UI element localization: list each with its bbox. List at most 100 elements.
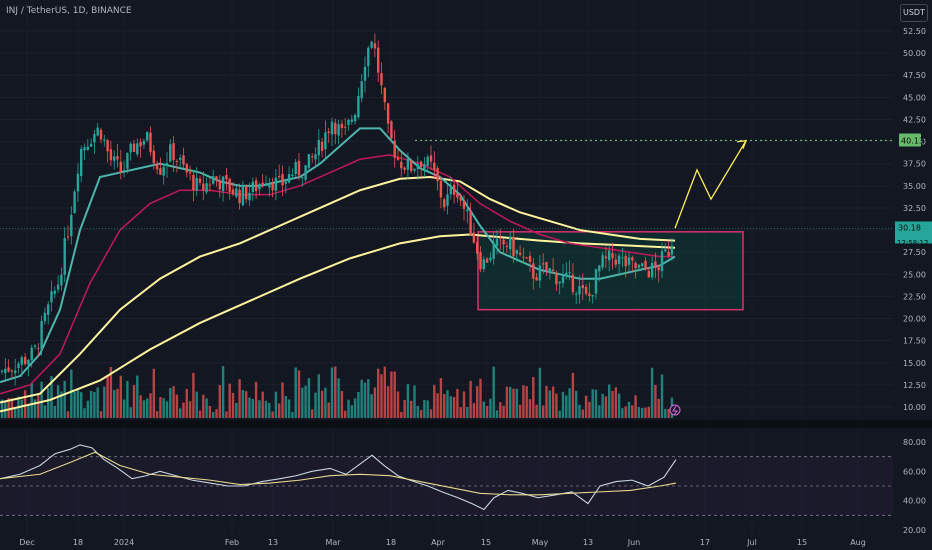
candle-body bbox=[96, 127, 99, 136]
candle-body bbox=[565, 272, 568, 277]
candle-body bbox=[337, 124, 340, 136]
volume-bar bbox=[30, 382, 33, 418]
volume-bar bbox=[459, 407, 462, 418]
volume-bar bbox=[650, 367, 654, 418]
candle-body bbox=[654, 261, 657, 269]
volume-bar bbox=[195, 391, 198, 418]
grid bbox=[0, 30, 932, 428]
volume-bar bbox=[66, 411, 70, 418]
candle-body bbox=[495, 238, 499, 246]
candle-body bbox=[660, 251, 664, 272]
candle-body bbox=[66, 236, 70, 238]
time-tick-label: Dec bbox=[19, 538, 34, 547]
volume-bar bbox=[419, 410, 423, 418]
candle-body bbox=[159, 168, 162, 175]
volume-bar bbox=[664, 408, 667, 418]
candle-body bbox=[443, 199, 446, 208]
price-tick-label: 32.50 bbox=[903, 204, 926, 213]
volume-bar bbox=[439, 378, 443, 418]
volume-bar bbox=[294, 367, 297, 418]
candle-body bbox=[182, 155, 185, 165]
volume-bar bbox=[129, 407, 132, 418]
candle-body bbox=[162, 166, 165, 176]
candle-body bbox=[578, 286, 581, 295]
volume-bar bbox=[96, 387, 99, 418]
price-tick-label: 50.00 bbox=[903, 49, 926, 58]
candle-body bbox=[518, 252, 522, 255]
price-tick-label: 35.00 bbox=[903, 182, 926, 191]
volume-bar bbox=[192, 372, 195, 418]
volume-bar bbox=[40, 381, 43, 418]
candle-body bbox=[274, 177, 278, 191]
volume-bar bbox=[37, 393, 40, 418]
candle-body bbox=[149, 132, 152, 152]
volume-bar bbox=[23, 390, 27, 418]
volume-bar bbox=[598, 405, 601, 418]
candle-body bbox=[621, 257, 624, 259]
volume-bar bbox=[647, 406, 650, 418]
candle-body bbox=[377, 47, 380, 73]
candle-body bbox=[56, 284, 60, 290]
volume-bar bbox=[542, 405, 545, 418]
candle-body bbox=[40, 321, 43, 350]
volume-bar bbox=[169, 388, 172, 418]
candle-body bbox=[386, 103, 390, 124]
rsi-pane bbox=[0, 444, 893, 516]
price-tick-label: 47.50 bbox=[903, 71, 926, 80]
candle-body bbox=[664, 249, 667, 252]
time-tick-label: 15 bbox=[481, 538, 491, 547]
target-price-label: 40.13 bbox=[901, 136, 924, 145]
volume-bar bbox=[525, 386, 528, 418]
candle-body bbox=[588, 293, 591, 296]
volume-bar bbox=[76, 389, 80, 418]
volume-bar bbox=[103, 386, 106, 418]
volume-bar bbox=[410, 400, 413, 418]
volume-bar bbox=[353, 398, 357, 418]
candle-body bbox=[208, 184, 212, 186]
consolidation-rectangle bbox=[477, 231, 744, 311]
candle-body bbox=[568, 272, 571, 274]
candle-body bbox=[320, 141, 324, 151]
candle-body bbox=[50, 291, 53, 303]
candle-body bbox=[281, 174, 284, 186]
currency-button[interactable]: USDT bbox=[900, 4, 928, 22]
volume-bar bbox=[449, 396, 452, 418]
candle-body bbox=[307, 154, 311, 168]
price-tick-label: 42.50 bbox=[903, 115, 926, 124]
volume-bar bbox=[264, 400, 268, 418]
candle-body bbox=[60, 274, 63, 286]
volume-bar bbox=[20, 399, 23, 418]
candle-body bbox=[93, 134, 96, 143]
volume-bar bbox=[33, 399, 37, 418]
price-tick-label: 15.00 bbox=[903, 359, 926, 368]
candle-body bbox=[113, 156, 116, 161]
volume-bar bbox=[43, 405, 47, 418]
volume-bar bbox=[287, 399, 291, 418]
volume-bar bbox=[476, 386, 479, 418]
volume-bar bbox=[50, 376, 53, 418]
volume-bar bbox=[584, 395, 588, 418]
candle-body bbox=[509, 236, 512, 250]
candle-body bbox=[459, 196, 462, 201]
volume-bar bbox=[429, 409, 433, 418]
volume-bar bbox=[403, 399, 406, 418]
time-tick-label: Jul bbox=[746, 538, 757, 547]
volume-bar bbox=[60, 391, 63, 418]
time-tick-label: 17 bbox=[700, 538, 710, 547]
volume-bar bbox=[571, 372, 575, 418]
volume-bar bbox=[393, 371, 396, 418]
candle-body bbox=[304, 165, 307, 180]
volume-bar bbox=[208, 405, 212, 418]
candle-body bbox=[76, 173, 80, 192]
candle-body bbox=[657, 267, 660, 271]
time-tick-label: Aug bbox=[850, 538, 866, 547]
volume-bar bbox=[466, 407, 469, 418]
volume-bar bbox=[202, 394, 205, 418]
candle-body bbox=[515, 250, 518, 254]
volume-bar bbox=[238, 379, 241, 418]
candle-body bbox=[89, 143, 93, 147]
candle-body bbox=[155, 163, 159, 170]
volume-bar bbox=[423, 399, 426, 418]
volume-bar bbox=[311, 409, 314, 418]
